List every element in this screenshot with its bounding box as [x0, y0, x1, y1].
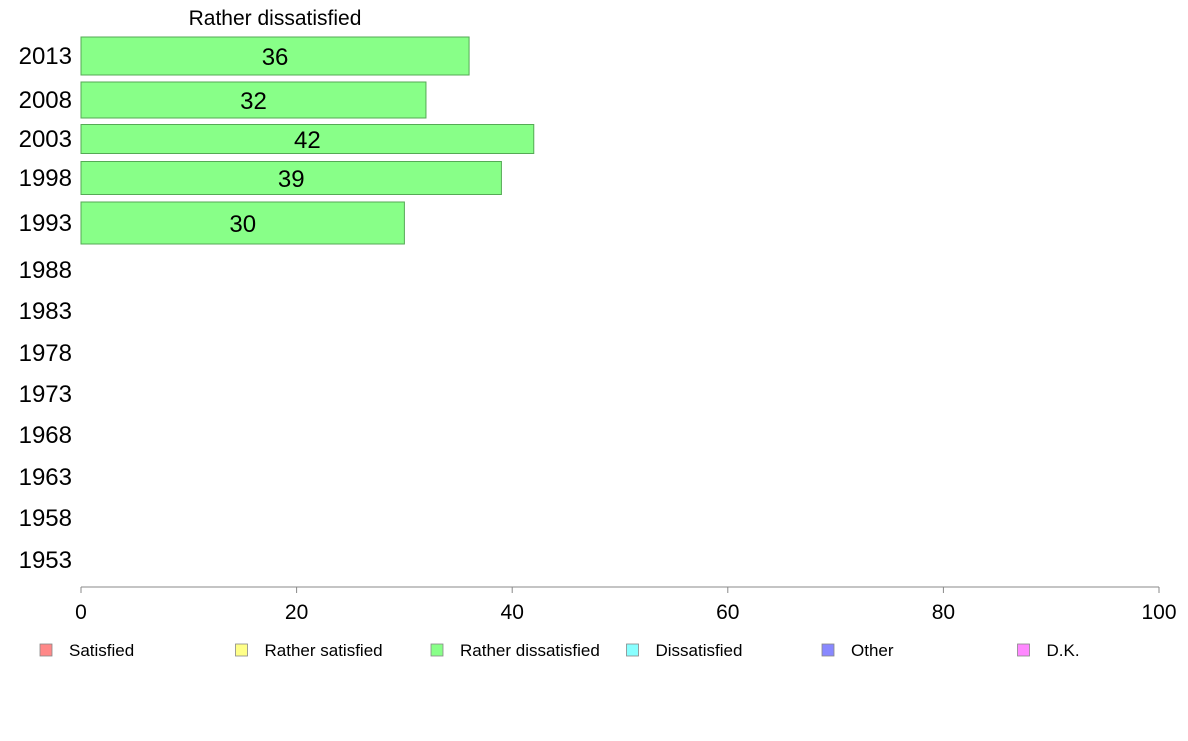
year-label: 1978 — [19, 340, 72, 367]
year-label: 2008 — [19, 87, 72, 114]
year-label: 1968 — [19, 422, 72, 449]
legend-swatch — [821, 643, 835, 657]
bar-value-label: 39 — [278, 166, 305, 193]
legend-label: D.K. — [1047, 641, 1080, 660]
x-tick-label: 20 — [285, 601, 308, 624]
legend-label: Other — [851, 641, 894, 660]
legend-swatch — [430, 643, 444, 657]
legend-label: Rather dissatisfied — [460, 641, 600, 660]
year-label: 1988 — [19, 257, 72, 284]
x-tick-label: 40 — [501, 601, 524, 624]
bar-2008 — [80, 81, 427, 119]
legend-swatch — [39, 643, 53, 657]
legend-swatch — [235, 643, 248, 657]
legend-label: Satisfied — [69, 641, 134, 660]
bar-value-label: 30 — [229, 211, 256, 238]
legend-label: Rather satisfied — [265, 641, 383, 660]
year-label: 1983 — [19, 298, 72, 325]
year-label: 1993 — [19, 210, 72, 237]
year-label: 1953 — [19, 547, 72, 574]
bars-group: 36 32 42 39 30 — [80, 36, 535, 245]
year-label: 1998 — [19, 165, 72, 192]
bar-value-label: 42 — [294, 127, 321, 154]
x-tick-label: 0 — [75, 601, 87, 624]
legend-swatch — [1017, 643, 1030, 657]
x-axis: 0 20 40 60 80 100 — [75, 586, 1177, 624]
year-label: 1963 — [19, 464, 72, 491]
year-labels-group: 2013 2008 2003 1998 1993 1988 1983 1978 1973 1968… — [19, 43, 72, 574]
legend: Satisfied Rather satisfied Rather dissatis… — [39, 641, 1080, 660]
year-label: 1958 — [19, 505, 72, 532]
chart-title: Rather dissatisfied — [189, 7, 362, 30]
year-label: 2003 — [19, 126, 72, 153]
bar-2003 — [80, 124, 535, 154]
x-tick-label: 60 — [716, 601, 739, 624]
bar-value-label: 32 — [240, 88, 267, 115]
bar-1993 — [80, 201, 405, 245]
bar-2013 — [80, 36, 470, 76]
legend-swatch — [626, 643, 639, 657]
legend-label: Dissatisfied — [656, 641, 743, 660]
x-tick-label: 80 — [932, 601, 955, 624]
bar-1998 — [80, 161, 502, 195]
year-label: 2013 — [19, 43, 72, 70]
bar-value-label: 36 — [262, 44, 289, 71]
year-label: 1973 — [19, 381, 72, 408]
x-tick-label: 100 — [1141, 601, 1176, 624]
